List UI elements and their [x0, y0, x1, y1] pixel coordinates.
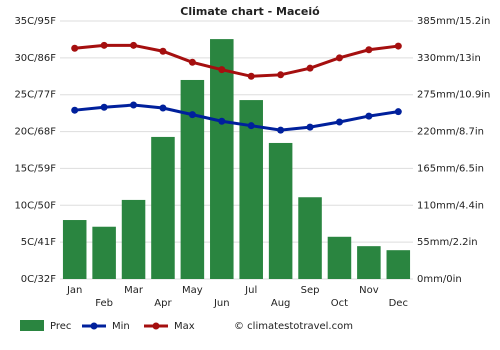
point: [335, 54, 343, 62]
y-tick-label: 10C/50F: [14, 200, 56, 211]
y2-tick-label: 275mm/10.9in: [417, 90, 490, 101]
y-tick-label: 35C/95F: [14, 16, 56, 27]
point: [365, 112, 373, 120]
point: [218, 117, 226, 125]
watermark: © climatestotravel.com: [234, 321, 353, 332]
x-tick-label: Aug: [271, 298, 291, 309]
x-tick-label: Dec: [389, 298, 408, 309]
x-tick-label: Oct: [331, 298, 348, 309]
bar: [239, 100, 263, 280]
x-tick-label: Jan: [66, 285, 82, 296]
x-tick-label: Sep: [301, 285, 320, 296]
bar: [268, 142, 293, 279]
point: [159, 104, 167, 112]
bar: [327, 236, 352, 279]
bar: [151, 136, 175, 279]
bar: [210, 39, 234, 279]
y-tick-label: 15C/59F: [14, 163, 56, 174]
point: [218, 66, 226, 74]
bar: [180, 79, 205, 279]
bar: [298, 197, 322, 279]
bar: [121, 199, 146, 279]
legend-swatch: [152, 322, 160, 330]
bar: [386, 250, 411, 279]
x-tick-label: Nov: [359, 285, 379, 296]
x-tick-label: Jun: [213, 298, 230, 309]
y2-tick-label: 385mm/15.2in: [417, 16, 490, 27]
legend-swatch: [20, 320, 44, 331]
point: [71, 44, 79, 52]
legend-label: Max: [174, 321, 195, 332]
y2-tick-label: 165mm/6.5in: [417, 163, 484, 174]
line: [74, 43, 399, 78]
x-tick-label: Feb: [95, 298, 113, 309]
y2-tick-label: 220mm/8.7in: [417, 127, 484, 138]
bar: [62, 220, 87, 279]
x-tick-label: May: [182, 285, 203, 296]
legend-swatch: [90, 322, 98, 330]
line: [74, 103, 399, 132]
point: [130, 41, 138, 49]
legend-label: Prec: [50, 321, 71, 332]
point: [394, 108, 402, 116]
point: [159, 47, 167, 55]
x-tick-label: Jul: [244, 285, 257, 296]
x-tick-label: Apr: [154, 298, 172, 309]
legend-label: Min: [112, 321, 130, 332]
y-tick-label: 20C/68F: [14, 127, 56, 138]
point: [306, 64, 314, 72]
bar: [92, 226, 116, 279]
bar: [357, 246, 381, 279]
point: [277, 71, 285, 79]
point: [365, 46, 373, 54]
y-tick-label: 30C/86F: [14, 53, 56, 64]
y2-tick-label: 330mm/13in: [417, 53, 481, 64]
point: [277, 126, 285, 134]
point: [188, 58, 196, 66]
point: [335, 118, 343, 126]
point: [247, 72, 255, 80]
point: [100, 41, 108, 49]
point: [306, 123, 314, 131]
x-tick-label: Mar: [124, 285, 144, 296]
point: [100, 103, 108, 111]
point: [130, 101, 138, 109]
y2-tick-label: 110mm/4.4in: [417, 200, 484, 211]
y2-tick-label: 55mm/2.2in: [417, 237, 478, 248]
point: [188, 111, 196, 119]
chart-title: Climate chart - Maceió: [180, 5, 320, 18]
point: [71, 106, 79, 114]
y-tick-label: 0C/32F: [21, 274, 56, 285]
y2-tick-label: 0mm/0in: [417, 274, 462, 285]
y-tick-label: 25C/77F: [14, 90, 56, 101]
point: [247, 122, 255, 130]
y-tick-label: 5C/41F: [21, 237, 56, 248]
point: [394, 42, 402, 50]
